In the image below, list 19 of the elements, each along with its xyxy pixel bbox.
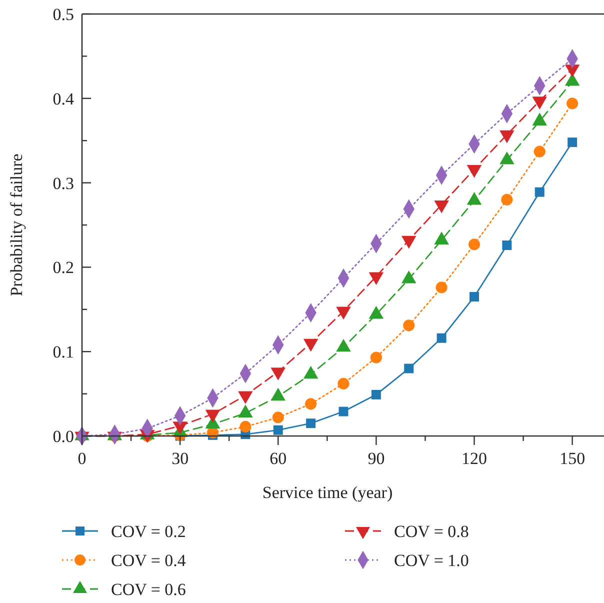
legend-label: COV = 0.4 bbox=[111, 551, 186, 570]
y-axis-title: Probability of failure bbox=[7, 154, 26, 296]
y-tick-label: 0.0 bbox=[52, 427, 74, 446]
x-tick-label: 150 bbox=[560, 449, 586, 468]
legend-label: COV = 0.2 bbox=[111, 522, 186, 541]
x-tick-label: 60 bbox=[270, 449, 287, 468]
x-tick-label: 30 bbox=[172, 449, 189, 468]
y-tick-label: 0.3 bbox=[52, 174, 74, 193]
y-tick-label: 0.5 bbox=[52, 5, 74, 24]
legend-label: COV = 0.6 bbox=[111, 580, 186, 599]
legend-label: COV = 1.0 bbox=[394, 551, 469, 570]
y-tick-label: 0.4 bbox=[52, 89, 74, 108]
legend-label: COV = 0.8 bbox=[394, 522, 469, 541]
x-axis-title: Service time (year) bbox=[262, 483, 393, 502]
y-tick-label: 0.1 bbox=[52, 342, 74, 362]
y-tick-label: 0.2 bbox=[52, 258, 74, 278]
x-tick-label: 0 bbox=[78, 449, 86, 468]
x-tick-label: 120 bbox=[462, 449, 487, 468]
x-tick-label: 90 bbox=[368, 449, 385, 468]
